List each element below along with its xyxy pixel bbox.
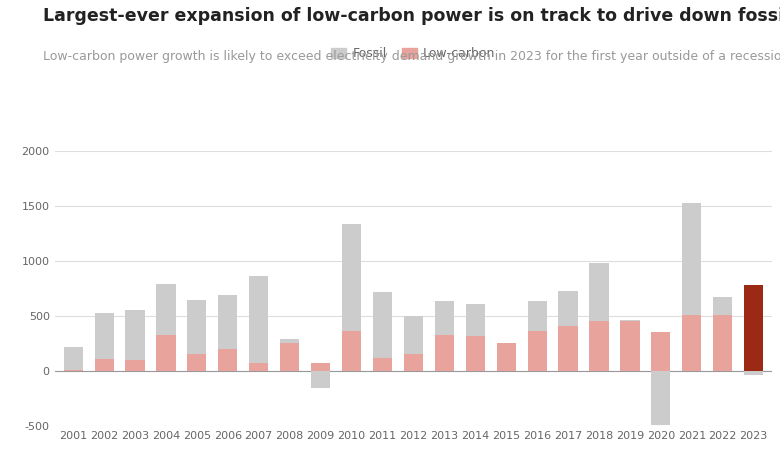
Bar (527, 301, 547, 371)
Bar (620, 321, 640, 371)
Bar (558, 326, 578, 371)
Bar (558, 291, 578, 371)
Bar (682, 315, 701, 371)
Bar (373, 292, 392, 371)
Bar (620, 320, 640, 371)
Bar (651, 371, 671, 425)
Bar (64, 370, 83, 371)
Bar (311, 371, 330, 388)
Bar (497, 343, 516, 371)
Bar (342, 224, 361, 371)
Bar (156, 335, 176, 371)
Bar (311, 363, 330, 371)
Bar (280, 339, 300, 371)
Bar (342, 331, 361, 371)
Bar (94, 359, 114, 371)
Bar (713, 315, 732, 371)
Legend: Fossil, Low-carbon: Fossil, Low-carbon (326, 43, 501, 65)
Bar (94, 313, 114, 371)
Bar (126, 310, 144, 371)
Bar (434, 301, 454, 371)
Bar (404, 354, 423, 371)
Bar (187, 299, 207, 371)
Bar (249, 276, 268, 371)
Bar (156, 284, 176, 371)
Bar (249, 363, 268, 371)
Bar (590, 263, 608, 371)
Bar (744, 371, 763, 375)
Bar (218, 350, 237, 371)
Bar (744, 285, 763, 371)
Bar (126, 360, 144, 371)
Bar (373, 358, 392, 371)
Bar (527, 331, 547, 371)
Bar (404, 316, 423, 371)
Bar (713, 298, 732, 371)
Bar (466, 336, 485, 371)
Text: Low-carbon power growth is likely to exceed electricity demand growth in 2023 fo: Low-carbon power growth is likely to exc… (43, 50, 780, 62)
Bar (651, 332, 671, 371)
Bar (466, 304, 485, 371)
Bar (218, 295, 237, 371)
Bar (682, 203, 701, 371)
Bar (434, 335, 454, 371)
Bar (64, 347, 83, 371)
Bar (280, 343, 300, 371)
Bar (497, 343, 516, 371)
Text: Largest-ever expansion of low-carbon power is on track to drive down fossil fuel: Largest-ever expansion of low-carbon pow… (43, 7, 780, 25)
Bar (590, 321, 608, 371)
Bar (187, 354, 207, 371)
